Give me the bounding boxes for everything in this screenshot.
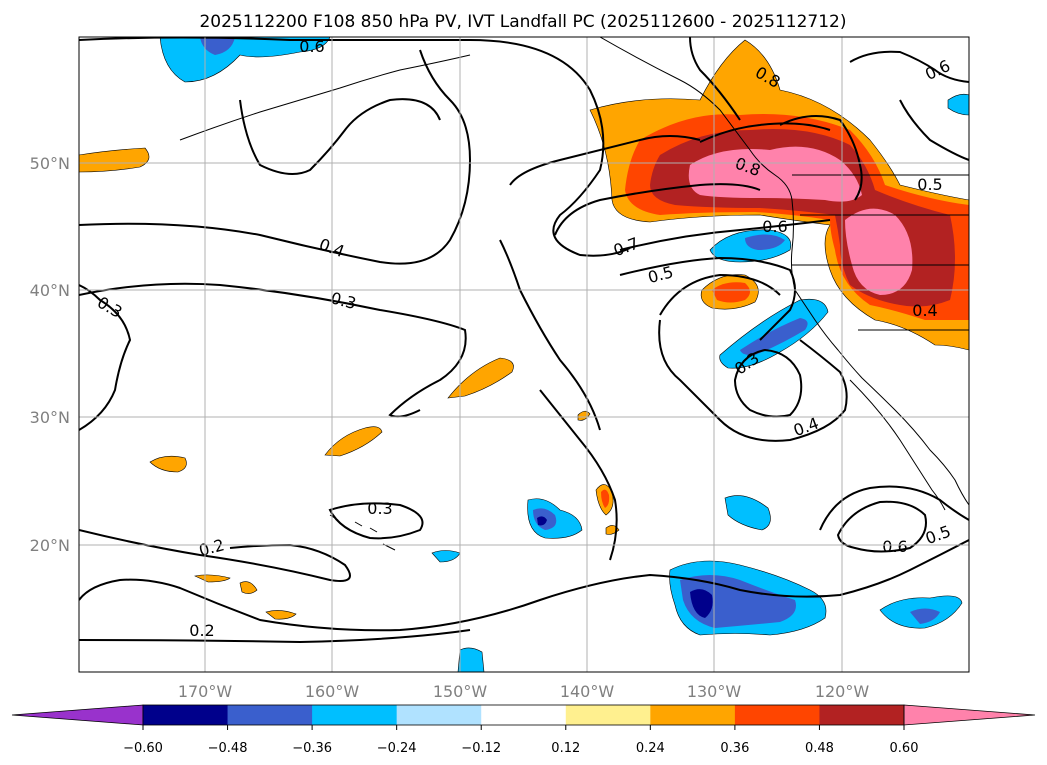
contour-label: 0.6: [762, 217, 787, 236]
lon-label: 150°W: [433, 682, 488, 701]
pv-neg-north-36: [200, 37, 235, 55]
contour-15: [658, 319, 848, 442]
colorbar-tick-label: −0.48: [208, 741, 248, 756]
contour-4: [79, 284, 132, 431]
pv-blob-offshore-red: [712, 282, 750, 303]
colorbar-tick-label: −0.60: [123, 741, 163, 756]
pv-neg-ne: [947, 93, 969, 116]
positive-pv-areas: [79, 39, 969, 620]
coast-alaska-islands: [179, 54, 471, 141]
pv-neg-se-36: [910, 608, 940, 624]
pv-neg-north: [159, 37, 331, 83]
contour-label: 0.6: [882, 537, 907, 556]
pv-neg-offshore-36: [745, 234, 785, 250]
contour-label: 0.2: [189, 621, 214, 640]
pv-neg-sw: [724, 495, 771, 531]
colorbar-tick-label: 0.48: [805, 741, 834, 756]
contour-20: [899, 99, 969, 161]
contour-label: 0.5: [917, 175, 942, 194]
colorbar-extend-high: [903, 704, 1036, 726]
negative-pv-areas: [159, 37, 969, 672]
contour-7: [79, 629, 471, 644]
colorbar-segment: [227, 705, 313, 725]
pv-spot-1: [149, 455, 187, 473]
colorbar-extend-low: [11, 704, 144, 726]
contour-21: [836, 500, 927, 553]
contour-1: [79, 37, 631, 257]
colorbar-tick-label: −0.12: [461, 741, 501, 756]
contour-24: [689, 37, 741, 121]
contour-23: [539, 389, 618, 561]
colorbar-segment: [481, 705, 567, 725]
lat-label: 30°N: [30, 408, 70, 427]
map-title: 2025112200 F108 850 hPa PV, IVT Landfall…: [199, 12, 846, 32]
contour-3: [79, 282, 467, 418]
colorbar: −0.60 −0.48 −0.36 −0.24 −0.12 0.12 0.24 0.36 0.4…: [11, 704, 1036, 756]
contour-2: [79, 49, 472, 265]
lon-label: 160°W: [305, 682, 360, 701]
pv-neg-central-48: [537, 516, 547, 526]
colorbar-tick-label: 0.36: [720, 741, 749, 756]
contour-9: [509, 135, 701, 186]
contour-18: [699, 122, 831, 143]
contour-8: [328, 502, 424, 540]
pv-spot-6-red: [601, 489, 610, 508]
lat-label: 20°N: [30, 536, 70, 555]
contour-6: [79, 539, 969, 632]
pv-spot-3: [239, 581, 258, 594]
pv-neg-bottom: [457, 647, 485, 672]
pv-blob-west-orange: [79, 147, 150, 173]
contour-label: 0.3: [367, 499, 392, 518]
colorbar-outline: [142, 704, 905, 726]
contour-22: [819, 485, 969, 531]
lon-label: 170°W: [178, 682, 233, 701]
latitude-labels: 50°N 40°N 30°N 20°N: [30, 154, 70, 555]
contour-10: [554, 183, 761, 236]
colorbar-segment: [396, 705, 482, 725]
contour-13: [619, 256, 796, 341]
contour-label: 0.6: [299, 37, 324, 56]
lon-label: 130°W: [687, 682, 742, 701]
colorbar-segment: [734, 705, 820, 725]
contour-16: [733, 348, 803, 418]
colorbar-tick-label: −0.24: [377, 741, 417, 756]
pv-streak-1: [447, 357, 514, 399]
colorbar-tick-label: 0.24: [636, 741, 665, 756]
lat-label: 50°N: [30, 154, 70, 173]
colorbar-tick-label: −0.36: [292, 741, 332, 756]
pv-streak-2: [324, 426, 383, 457]
contour-12: [619, 219, 831, 251]
pv-spot-4: [265, 610, 297, 620]
pv-neg-south-48: [690, 589, 713, 618]
colorbar-tick-label: 0.60: [890, 741, 919, 756]
lon-label: 120°W: [815, 682, 870, 701]
colorbar-segment: [312, 705, 398, 725]
contour-25: [239, 98, 441, 175]
colorbar-segment: [650, 705, 736, 725]
colorbar-segment: [565, 705, 651, 725]
colorbar-tick-label: 0.12: [551, 741, 580, 756]
longitude-labels: 170°W 160°W 150°W 140°W 130°W 120°W: [178, 682, 870, 701]
gridlines: [79, 37, 969, 672]
pv-blob-coast-60: [845, 208, 913, 295]
contour-19: [849, 50, 969, 83]
contour-17: [779, 115, 863, 201]
pv-blob-ne-pacific-60: [688, 146, 862, 202]
colorbar-segment: [819, 705, 905, 725]
pv-neg-coast-36: [740, 318, 808, 356]
lon-label: 140°W: [560, 682, 615, 701]
contour-14: [659, 273, 781, 316]
pv-neg-south-36: [680, 575, 796, 628]
lat-label: 40°N: [30, 281, 70, 300]
pv-contours: [79, 37, 969, 644]
map-border: [78, 36, 970, 673]
contour-label: 0.4: [912, 301, 937, 320]
map-content: 0.6 0.6 0.8 0.8 0.5 0.6 0.7 0.4 0.5 0.3 …: [79, 37, 969, 672]
colorbar-segment: [143, 705, 229, 725]
